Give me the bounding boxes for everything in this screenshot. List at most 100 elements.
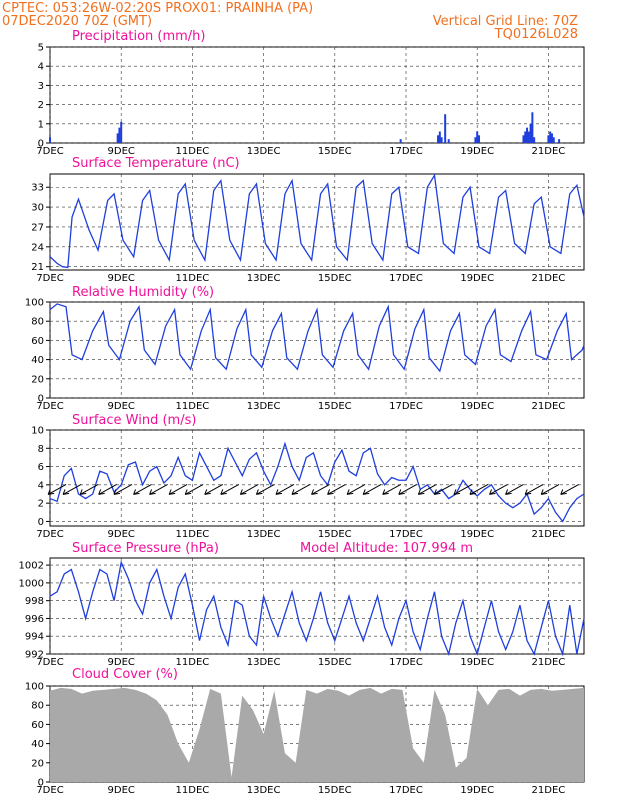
precip-title: Precipitation (mm/h) <box>72 29 205 44</box>
rh-panel: 0 20 40 60 80 100 7DEC 9DEC 11DEC 13DEC 15DEC 17DEC… <box>25 298 585 412</box>
pressure-xtick-label: 7DEC <box>36 657 63 668</box>
wind-arrow-shaft <box>47 483 67 495</box>
precip-xtick-label: 17DEC <box>389 146 423 157</box>
wind-arrow <box>149 483 168 495</box>
wind-arrow-shaft <box>346 483 366 495</box>
wind-arrow-head <box>382 489 389 495</box>
precip-bar <box>522 135 525 143</box>
cloud-xtick-label: 7DEC <box>36 785 63 796</box>
precip-xtick-label: 15DEC <box>318 146 352 157</box>
temp-ytick-label: 27 <box>31 222 44 233</box>
precip-bar <box>440 137 443 143</box>
precip-bar <box>524 131 527 143</box>
temp-xtick-label: 17DEC <box>389 273 423 284</box>
precip-xtick-label: 21DEC <box>532 146 566 157</box>
cloud-xtick-label: 9DEC <box>108 785 135 796</box>
wind-frame <box>49 429 585 527</box>
pressure-title: Surface Pressure (hPa) <box>72 541 219 556</box>
rh-xtick-label: 21DEC <box>532 401 566 412</box>
wind-arrow-head <box>489 489 496 495</box>
temp-xtick-label: 19DEC <box>460 273 494 284</box>
rh-xtick-label: 9DEC <box>108 401 135 412</box>
precip-bar <box>120 121 123 143</box>
wind-arrow <box>311 483 330 495</box>
pressure-xtick-label: 15DEC <box>318 657 352 668</box>
wind-line <box>49 441 585 523</box>
wind-arrow-head <box>239 489 247 495</box>
wind-arrow-shaft <box>204 483 224 495</box>
wind-arrow-shaft <box>453 483 473 495</box>
wind-panel: 0 2 4 6 8 10 7DEC 9DEC 11DEC 13DEC 15DEC 17DEC 19DEC… <box>31 426 585 540</box>
precip-ytick-label: 4 <box>38 62 44 73</box>
wind-arrow <box>540 483 560 495</box>
pressure-xtick-label: 9DEC <box>108 657 135 668</box>
wind-xtick-label: 7DEC <box>36 529 63 540</box>
wind-arrow-head <box>346 489 354 495</box>
precip-bar <box>476 131 479 143</box>
wind-arrow <box>184 483 204 495</box>
wind-arrow-shaft <box>113 483 133 495</box>
cloud-xtick-label: 15DEC <box>318 785 352 796</box>
rh-xtick-label: 15DEC <box>318 401 352 412</box>
cloud-xtick-label: 17DEC <box>389 785 423 796</box>
wind-ytick-label: 4 <box>38 480 44 491</box>
wind-arrow-shaft <box>291 483 311 495</box>
cloud-ytick-label: 60 <box>31 720 44 731</box>
precip-xtick-label: 11DEC <box>176 146 210 157</box>
wind-arrow-head <box>453 489 461 495</box>
temp-title: Surface Temperature (nC) <box>72 156 240 171</box>
wind-xtick-label: 11DEC <box>176 529 210 540</box>
wind-xtick-label: 21DEC <box>532 529 566 540</box>
wind-arrow-head <box>327 489 334 495</box>
precip-bar <box>447 139 450 143</box>
pressure-ytick-label: 992 <box>25 650 44 661</box>
wind-arrow-shaft <box>524 483 544 495</box>
rh-ytick-label: 60 <box>31 336 44 347</box>
precip-bar <box>529 123 532 143</box>
precip-xtick-label: 13DEC <box>247 146 281 157</box>
wind-arrow-head <box>505 489 512 495</box>
wind-arrow <box>204 483 224 495</box>
wind-arrow <box>524 483 544 495</box>
wind-arrow-shaft <box>362 483 382 495</box>
header-date: 07DEC2020 70Z (GMT) <box>2 14 152 29</box>
rh-ytick-label: 100 <box>25 298 44 309</box>
wind-arrow <box>346 483 366 495</box>
pressure-xtick-label: 17DEC <box>389 657 423 668</box>
precip-bar <box>547 135 550 143</box>
wind-arrow-shaft <box>184 483 204 495</box>
cloud-xtick-label: 21DEC <box>532 785 566 796</box>
precip-bar <box>474 137 477 143</box>
precip-bar <box>552 137 555 143</box>
wind-arrow <box>453 483 473 495</box>
wind-arrow <box>382 483 402 495</box>
rh-line <box>49 303 585 373</box>
temp-xtick-label: 7DEC <box>36 273 63 284</box>
precip-ytick-label: 3 <box>38 81 44 92</box>
precip-bar <box>118 127 121 143</box>
wind-arrow <box>505 483 524 495</box>
cloud-ytick-label: 100 <box>25 682 44 693</box>
wind-arrow-shaft <box>133 483 152 495</box>
wind-arrow-shaft <box>168 483 188 495</box>
wind-arrow-shaft <box>220 483 240 495</box>
wind-arrow-shaft <box>418 483 437 495</box>
temp-line <box>49 173 585 269</box>
temp-ytick-label: 30 <box>31 203 44 214</box>
wind-arrow-head <box>62 489 70 495</box>
temp-xtick-label: 21DEC <box>532 273 566 284</box>
pressure-xtick-label: 13DEC <box>247 657 281 668</box>
wind-arrow <box>113 483 133 495</box>
rh-ytick-label: 20 <box>31 374 44 385</box>
wind-arrow-shaft <box>79 483 99 495</box>
temp-xtick-label: 11DEC <box>176 273 210 284</box>
wind-arrow-head <box>184 489 192 495</box>
wind-arrow <box>79 483 99 495</box>
rh-ytick-label: 80 <box>31 317 44 328</box>
wind-arrow-shaft <box>149 483 168 495</box>
wind-arrow-head <box>469 489 477 495</box>
wind-arrow <box>168 483 188 495</box>
wind-arrow <box>47 483 67 495</box>
wind-xtick-label: 13DEC <box>247 529 281 540</box>
